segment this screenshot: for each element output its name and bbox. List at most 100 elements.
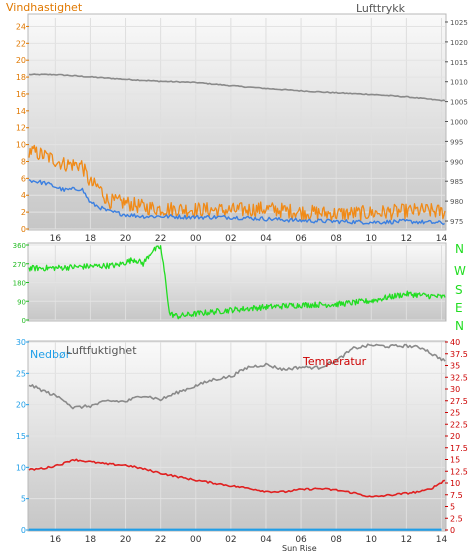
x-tick-label: 22: [155, 535, 166, 545]
y-tick-label: 0: [21, 225, 26, 234]
x-tick-label: 10: [366, 535, 378, 545]
y-tick-label: 20: [16, 56, 26, 65]
y-tick-label: 8: [21, 157, 26, 166]
y-tick-label: 25: [16, 369, 26, 378]
y-tick-label: 180: [13, 280, 26, 288]
y-tick-label: 0: [22, 317, 26, 325]
x-tick-label: 00: [190, 234, 202, 244]
y-tick-label: 10: [450, 479, 460, 488]
direction-label-s: S: [455, 283, 463, 297]
humidity-line: [28, 343, 446, 410]
x-tick-label: 12: [401, 535, 412, 545]
direction-label-e: E: [455, 301, 463, 315]
x-tick-label: 20: [120, 535, 132, 545]
y-tick-label: 20: [16, 401, 26, 410]
x-tick-label: 10: [366, 234, 378, 244]
y-tick-label: 4: [21, 191, 26, 200]
y-tick-label: 0: [21, 526, 26, 535]
x-tick-label: 08: [330, 535, 342, 545]
y-tick-label: 1005: [450, 99, 468, 107]
x-tick-label: 06: [295, 535, 307, 545]
y-tick-label: 20: [450, 432, 460, 441]
y-tick-label: 0: [450, 526, 455, 535]
y-tick-label: 270: [13, 261, 26, 269]
tick-labels: 1616181820202222000002020404060608081010…: [13, 19, 468, 545]
wind-pressure-plot-area: [27, 13, 447, 231]
y-tick-label: 22: [16, 39, 26, 48]
y-tick-label: 22.5: [450, 420, 468, 429]
x-tick-label: 08: [330, 234, 342, 244]
y-tick-label: 16: [16, 90, 26, 99]
y-tick-label: 975: [450, 218, 463, 226]
y-tick-label: 40: [450, 338, 460, 347]
y-tick-label: 12.5: [450, 467, 468, 476]
compass-labels: N W S E N: [454, 242, 466, 333]
y-tick-label: 5: [450, 503, 455, 512]
x-tick-label: 12: [401, 234, 412, 244]
x-tick-label: 02: [225, 234, 236, 244]
y-tick-label: 1015: [450, 59, 468, 67]
wind-speed-title: Vindhastighet: [6, 1, 83, 14]
precipitation-title: Nedbør: [30, 348, 71, 361]
grid-lines: [29, 18, 445, 531]
y-tick-label: 2: [21, 208, 26, 217]
y-tick-label: 25: [450, 409, 460, 418]
y-tick-label: 995: [450, 138, 463, 146]
y-tick-label: 5: [21, 495, 26, 504]
pressure-title: Lufttrykk: [356, 2, 406, 15]
y-tick-label: 1010: [450, 79, 468, 87]
x-tick-label: 14: [436, 234, 448, 244]
y-tick-label: 1020: [450, 39, 468, 47]
y-tick-label: 6: [21, 174, 26, 183]
y-tick-label: 14: [16, 107, 26, 116]
x-tick-label: 22: [155, 234, 166, 244]
y-tick-label: 17.5: [450, 444, 468, 453]
x-tick-label: 16: [50, 234, 62, 244]
x-tick-label: 04: [260, 535, 272, 545]
y-tick-label: 360: [13, 242, 26, 250]
y-tick-label: 35: [450, 362, 460, 371]
x-tick-label: 14: [436, 535, 448, 545]
y-tick-label: 10: [16, 463, 26, 472]
x-tick-label: 16: [50, 535, 62, 545]
y-tick-label: 32.5: [450, 373, 468, 382]
temperature-line: [28, 458, 446, 498]
data-series: [28, 73, 446, 531]
y-tick-label: 985: [450, 178, 463, 186]
direction-label-n-top: N: [455, 242, 464, 256]
sun-rise-label: Sun Rise: [282, 544, 317, 553]
y-tick-label: 90: [17, 298, 26, 306]
y-tick-label: 1000: [450, 119, 468, 127]
y-tick-label: 30: [450, 385, 460, 394]
y-tick-label: 10: [16, 141, 26, 150]
y-tick-label: 18: [16, 73, 26, 82]
y-tick-label: 27.5: [450, 397, 468, 406]
temperature-title: Temperatur: [302, 355, 367, 368]
x-tick-label: 20: [120, 234, 132, 244]
y-tick-label: 990: [450, 158, 463, 166]
y-tick-label: 1025: [450, 19, 468, 27]
y-tick-label: 37.5: [450, 350, 468, 359]
x-tick-label: 18: [85, 234, 97, 244]
y-tick-label: 7.5: [450, 491, 463, 500]
x-tick-label: 02: [225, 535, 236, 545]
direction-label-w: W: [454, 264, 466, 278]
y-tick-label: 15: [450, 456, 460, 465]
y-tick-label: 2.5: [450, 514, 463, 523]
x-tick-label: 04: [260, 234, 272, 244]
y-tick-label: 24: [16, 22, 26, 31]
humidity-title: Luftfuktighet: [66, 344, 137, 357]
x-tick-label: 18: [85, 535, 97, 545]
pressure-line: [28, 73, 446, 102]
y-tick-label: 15: [16, 432, 26, 441]
wind-speed-line: [28, 179, 445, 225]
direction-label-n-bottom: N: [455, 319, 464, 333]
x-tick-label: 00: [190, 535, 202, 545]
y-tick-label: 30: [16, 338, 26, 347]
y-tick-label: 12: [16, 124, 26, 133]
x-tick-label: 06: [295, 234, 307, 244]
wind-direction-line: [28, 245, 446, 320]
wind-gust-line: [28, 144, 446, 222]
y-tick-label: 980: [450, 198, 463, 206]
